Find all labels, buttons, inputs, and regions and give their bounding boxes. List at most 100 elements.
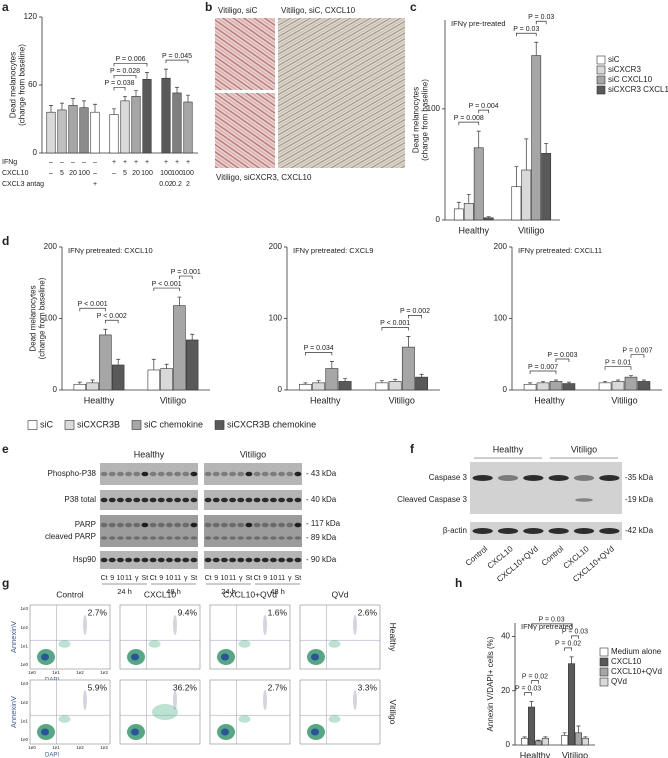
error-bar <box>379 380 384 383</box>
flow-tick-label: 1e1 <box>20 644 28 649</box>
blot-band <box>229 522 237 528</box>
blot-band <box>212 497 220 503</box>
y-axis-label: Dead melanocytes <box>29 285 38 351</box>
panel-label: d <box>2 234 9 248</box>
bar <box>172 92 182 154</box>
condition-cell: – <box>112 170 116 177</box>
error-bar <box>466 194 471 204</box>
blot-band <box>133 536 141 540</box>
lane-label: Ct <box>205 575 212 582</box>
blot <box>204 551 302 569</box>
blot-band <box>523 475 544 481</box>
bar <box>79 107 89 154</box>
p-value: P = 0.03 <box>515 685 541 692</box>
cell-cloud <box>152 704 178 720</box>
bar <box>142 79 152 154</box>
bar <box>523 383 537 391</box>
flow-column-title: Control <box>56 589 84 599</box>
blot-band <box>548 475 569 481</box>
bar <box>562 383 576 391</box>
flow-percent: 36.2% <box>173 682 198 692</box>
blot-band <box>165 471 173 477</box>
blot <box>100 490 198 510</box>
blot-band <box>573 475 595 481</box>
x-tick-label: Healthy <box>520 750 551 758</box>
blot-row-label: PARP <box>75 520 96 529</box>
chart-title: IFNγ pre-treated <box>451 19 506 28</box>
condition-cell: – <box>82 159 86 166</box>
condition-cell: 100 <box>141 170 153 177</box>
cell-cloud <box>83 690 87 710</box>
error-bar <box>486 216 491 218</box>
cell-cloud <box>148 640 161 648</box>
panel-label: c <box>410 0 417 14</box>
panel-label: a <box>2 0 9 14</box>
blot-kda-label: -19 kDa <box>625 495 654 504</box>
significance-bracket <box>630 354 645 358</box>
blot-band <box>245 522 253 528</box>
flow-row-label: Vitiligo <box>388 700 398 725</box>
legend-swatch <box>599 667 609 677</box>
cell-cloud <box>58 715 71 723</box>
blot-band <box>229 536 236 540</box>
time-label: 48 h <box>270 587 285 596</box>
bar <box>90 111 100 154</box>
blot-band <box>182 522 190 528</box>
blot-band <box>125 497 133 503</box>
significance-bracket <box>564 647 572 651</box>
blot-band <box>286 536 294 540</box>
condition-cell: – <box>93 159 97 166</box>
significance-bracket <box>604 366 632 370</box>
blot-band <box>165 557 173 563</box>
blot-band <box>116 497 124 503</box>
condition-cell: + <box>164 159 168 166</box>
significance-bracket <box>79 307 106 312</box>
error-bar <box>186 94 190 102</box>
condition-cell: 5 <box>60 170 64 177</box>
blot-row-label: cleaved PARP <box>45 532 96 541</box>
lane-label: St <box>191 575 198 582</box>
lane-label: γ <box>239 575 243 582</box>
legend-swatch <box>64 420 75 430</box>
lane-label: 9 <box>214 575 218 582</box>
significance-bracket <box>478 109 490 114</box>
legend-swatch <box>596 85 606 95</box>
blot-band <box>149 522 157 528</box>
condition-cell: + <box>93 181 97 188</box>
panel-label: f <box>410 442 415 456</box>
blot-row-label: Phospho-P38 <box>48 469 97 478</box>
blot-band <box>165 497 173 503</box>
legend-label: QVd <box>611 677 627 686</box>
error-bar <box>190 333 195 340</box>
bar <box>624 376 638 391</box>
legend-label: CXCL10+QVd <box>611 667 662 676</box>
blot-group-label: Vitiligo <box>240 449 266 459</box>
blot-band <box>472 475 493 481</box>
cell-cloud <box>131 728 139 736</box>
blot-band <box>270 536 277 540</box>
y-tick-label: 0 <box>503 385 508 394</box>
y-tick-label: 40 <box>501 632 510 641</box>
blot <box>204 463 302 485</box>
blot-kda-label: - 40 kDa <box>306 495 337 504</box>
flow-percent: 2.6% <box>358 607 378 617</box>
panel-label: b <box>205 0 212 14</box>
cell-cloud <box>311 653 319 661</box>
blot-band <box>174 522 182 528</box>
bar <box>68 105 78 154</box>
error-bar <box>536 739 541 741</box>
cell-cloud <box>173 615 177 635</box>
bar <box>534 740 542 746</box>
y-axis-label: Dead melanocytes <box>9 52 18 118</box>
cell-cloud <box>353 690 357 710</box>
error-bar <box>562 732 567 736</box>
bar <box>574 732 582 746</box>
error-bar <box>456 201 461 209</box>
error-bar <box>134 90 138 97</box>
blot-band <box>278 557 286 563</box>
panel-label: e <box>2 442 9 456</box>
blot-band <box>278 522 286 528</box>
p-value: P < 0.001 <box>380 320 410 327</box>
legend-label: siCXCR3 <box>608 65 641 74</box>
blot-band <box>269 471 277 477</box>
